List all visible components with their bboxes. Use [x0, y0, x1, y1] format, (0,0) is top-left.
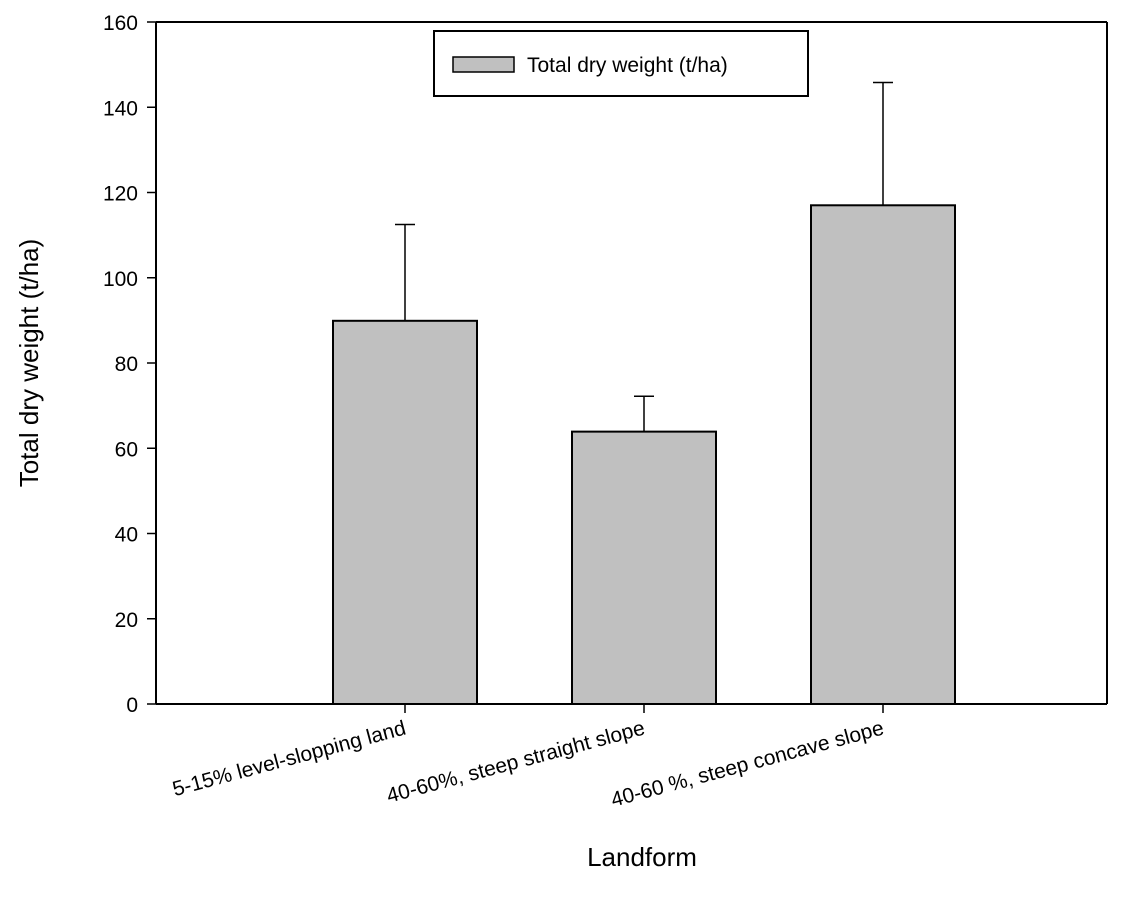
- bar-3: [810, 204, 956, 705]
- y-axis-title: Total dry weight (t/ha): [14, 239, 44, 488]
- y-tick-label-100: 100: [103, 268, 138, 291]
- y-axis-ticks: 0 20 40 60 80 100 120 140 160: [103, 12, 156, 717]
- y-tick-label-20: 20: [115, 609, 138, 632]
- y-tick-label-0: 0: [126, 694, 138, 717]
- y-tick-label-120: 120: [103, 183, 138, 206]
- bar-1: [332, 319, 478, 705]
- y-tick-label-40: 40: [115, 524, 138, 547]
- x-axis-title: Landform: [587, 842, 697, 872]
- errorbars-layer: [395, 81, 893, 432]
- x-tick-label-2: 40-60%, steep straight slope: [384, 717, 647, 808]
- y-tick-label-140: 140: [103, 97, 138, 120]
- legend: Total dry weight (t/ha): [433, 30, 809, 97]
- legend-swatch: [452, 56, 515, 73]
- x-tick-label-3: 40-60 %, steep concave slope: [609, 717, 887, 812]
- y-tick-label-60: 60: [115, 438, 138, 461]
- y-tick-label-160: 160: [103, 12, 138, 35]
- legend-label: Total dry weight (t/ha): [527, 54, 728, 77]
- bar-2: [571, 430, 717, 705]
- y-tick-label-80: 80: [115, 353, 138, 376]
- bars-layer: [332, 204, 956, 705]
- x-tick-label-1: 5-15% level-slopping land: [170, 717, 408, 801]
